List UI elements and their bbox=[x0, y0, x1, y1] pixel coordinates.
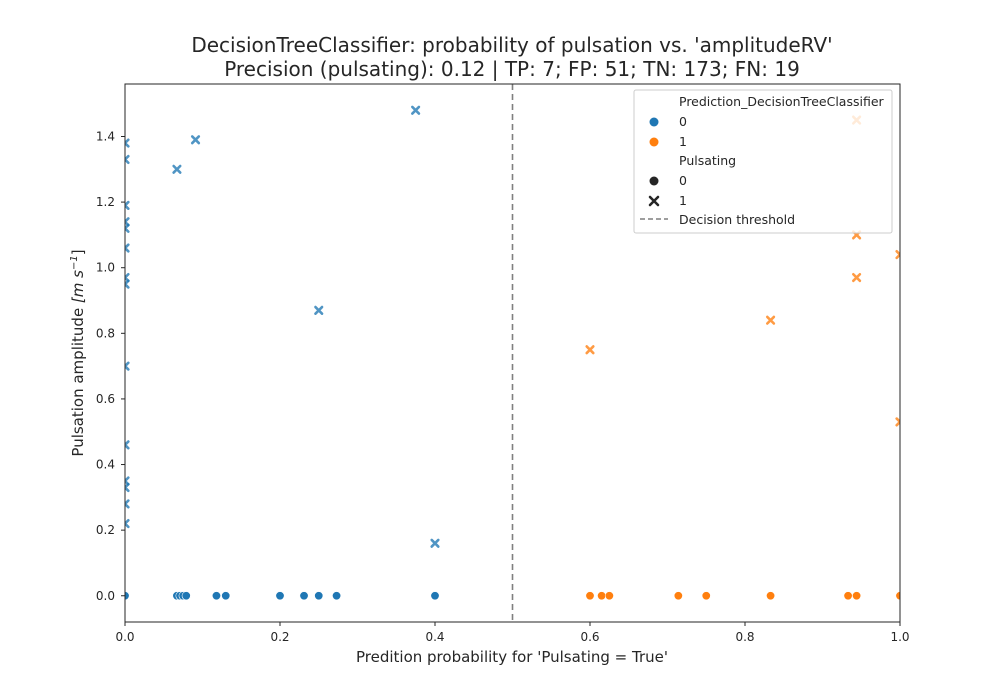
data-point-pred0-pulsating0 bbox=[221, 591, 231, 601]
legend-hue-title: Prediction_DecisionTreeClassifier bbox=[679, 94, 885, 109]
y-axis-label-unit-exponent: −1 bbox=[69, 255, 80, 270]
chart-title: DecisionTreeClassifier: probability of p… bbox=[191, 33, 832, 57]
data-point-pred1-pulsating0 bbox=[766, 591, 776, 601]
data-point-pred1-pulsating1 bbox=[585, 345, 595, 355]
data-point-pred0-pulsating1 bbox=[125, 482, 130, 493]
data-point-pred0-pulsating0 bbox=[211, 591, 221, 601]
data-point-pred0-pulsating1 bbox=[172, 164, 182, 174]
data-point-pred1-pulsating0 bbox=[673, 591, 683, 601]
legend-style-1-label: 1 bbox=[679, 193, 687, 208]
data-point-pred0-pulsating1 bbox=[314, 305, 324, 315]
legend-box bbox=[633, 89, 893, 234]
y-axis-label-unit-close: ] bbox=[69, 249, 87, 255]
plot-area bbox=[125, 84, 900, 622]
y-tick-label: 0.6 bbox=[96, 392, 115, 406]
data-point-pred0-pulsating1 bbox=[190, 135, 201, 145]
data-point-pred0-pulsating0 bbox=[299, 591, 309, 601]
y-tick-label: 1.2 bbox=[96, 195, 115, 209]
plot-frame bbox=[124, 83, 901, 623]
data-point-pred1-pulsating0 bbox=[585, 591, 595, 601]
data-point-pred0-pulsating1 bbox=[125, 138, 130, 148]
y-tick-label: 1.4 bbox=[96, 129, 115, 143]
data-point-pred0-pulsating1 bbox=[430, 538, 440, 548]
data-point-pred0-pulsating1 bbox=[411, 105, 421, 115]
data-point-pred1-pulsating1 bbox=[895, 417, 900, 427]
data-point-pred0-pulsating1 bbox=[125, 361, 130, 371]
data-point-pred0-pulsating1 bbox=[125, 217, 130, 227]
legend: Prediction_DecisionTreeClassifier 0 1 Pu… bbox=[633, 89, 893, 234]
data-point-pred0-pulsating1 bbox=[125, 243, 130, 253]
data-point-pred1-pulsating0 bbox=[843, 591, 853, 601]
y-axis-label-unit: [m s bbox=[69, 270, 87, 303]
legend-style-title: Pulsating bbox=[679, 153, 736, 168]
data-point-pred1-pulsating0 bbox=[604, 591, 614, 601]
data-point-pred1-pulsating0 bbox=[852, 591, 862, 601]
chart-subtitle: Precision (pulsating): 0.12 | TP: 7; FP:… bbox=[224, 57, 800, 81]
data-point-pred1-pulsating1 bbox=[895, 249, 900, 260]
legend-hue-1-marker bbox=[649, 137, 659, 147]
data-point-pred0-pulsating1 bbox=[125, 440, 130, 450]
legend-style-1-marker bbox=[648, 195, 660, 207]
data-point-pred0-pulsating0 bbox=[314, 591, 324, 601]
data-point-pred0-pulsating1 bbox=[125, 272, 130, 283]
data-point-pred1-pulsating1 bbox=[852, 272, 862, 283]
data-point-pred0-pulsating1 bbox=[125, 279, 130, 289]
data-point-pred0-pulsating0 bbox=[275, 591, 285, 601]
legend-hue-0-label: 0 bbox=[679, 114, 687, 129]
legend-hue-1-label: 1 bbox=[679, 134, 687, 149]
data-point-pred0-pulsating1 bbox=[125, 499, 130, 509]
data-point-pred0-pulsating0 bbox=[181, 591, 191, 601]
x-tick-label: 0.8 bbox=[735, 630, 754, 644]
y-tick-label: 0.8 bbox=[96, 326, 115, 340]
data-point-pred0-pulsating1 bbox=[125, 476, 130, 486]
x-tick-label: 0.2 bbox=[270, 630, 289, 644]
data-point-pred0-pulsating0 bbox=[430, 591, 440, 601]
legend-style-0-marker bbox=[649, 176, 659, 186]
data-point-pred1-pulsating0 bbox=[701, 591, 711, 601]
y-axis-ticks: 0.0 0.2 0.4 0.6 0.8 1.0 1.2 1.4 bbox=[96, 129, 125, 603]
data-point-pred0-pulsating1 bbox=[125, 223, 130, 233]
data-point-pred0-pulsating1 bbox=[125, 200, 130, 210]
x-tick-label: 0.4 bbox=[425, 630, 444, 644]
y-tick-label: 0.4 bbox=[96, 458, 115, 472]
legend-hue-0-marker bbox=[649, 117, 659, 127]
y-axis-label-text: Pulsation amplitude bbox=[69, 308, 87, 457]
x-axis-label: Predition probability for 'Pulsating = T… bbox=[356, 648, 668, 666]
x-axis-ticks: 0.0 0.2 0.4 0.6 0.8 1.0 bbox=[115, 622, 910, 644]
legend-style-0-label: 0 bbox=[679, 173, 687, 188]
y-axis-label: Pulsation amplitude [m s−1] bbox=[69, 249, 87, 456]
x-tick-label: 0.6 bbox=[580, 630, 599, 644]
data-point-pred0-pulsating1 bbox=[125, 518, 130, 529]
y-tick-label: 0.0 bbox=[96, 589, 115, 603]
data-point-pred1-pulsating1 bbox=[765, 315, 776, 325]
data-point-pred0-pulsating1 bbox=[125, 154, 130, 165]
data-point-pred0-pulsating0 bbox=[332, 591, 342, 601]
data-point-pred1-pulsating0 bbox=[597, 591, 607, 601]
y-tick-label: 0.2 bbox=[96, 523, 115, 537]
x-tick-label: 1.0 bbox=[890, 630, 909, 644]
legend-threshold-label: Decision threshold bbox=[679, 212, 795, 227]
y-tick-label: 1.0 bbox=[96, 261, 115, 275]
x-tick-label: 0.0 bbox=[115, 630, 134, 644]
